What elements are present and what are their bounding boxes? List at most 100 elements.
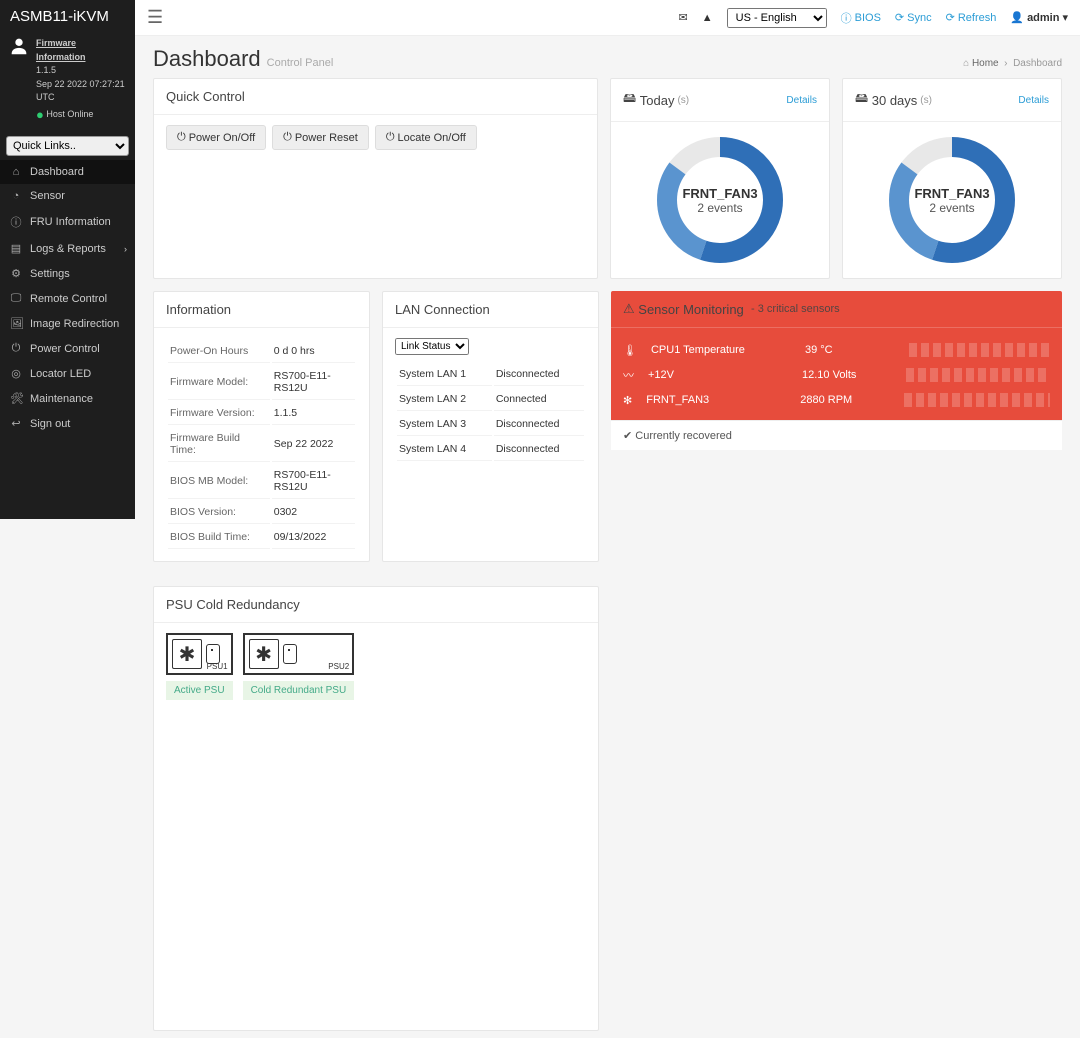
language-select[interactable]: US - English xyxy=(727,8,827,28)
sensor-name: +12V xyxy=(648,369,788,381)
recovered-bar: ✔ Currently recovered xyxy=(611,420,1062,450)
lan-name: System LAN 4 xyxy=(397,438,492,461)
sidebar-item-label: Maintenance xyxy=(30,393,93,405)
info-icon: ⓘ xyxy=(841,10,852,26)
content: Dashboard Control Panel ⌂ Home › Dashboa… xyxy=(135,36,1080,1038)
refresh-link[interactable]: ⟳Refresh xyxy=(946,11,997,24)
sidebar-item-maintenance[interactable]: 🛠 Maintenance xyxy=(0,386,135,411)
psu-body: ✱ PSU1 Active PSU ✱ PSU2 Cold Redundant … xyxy=(154,623,598,710)
lan-name: System LAN 3 xyxy=(397,413,492,436)
power-on-off-button[interactable]: ⏻Power On/Off xyxy=(166,125,266,150)
locate-on-off-button[interactable]: ⏻Locate On/Off xyxy=(375,125,477,150)
logs-&-reports-icon: ▤ xyxy=(10,242,22,255)
psu-unit: ✱ PSU2 Cold Redundant PSU xyxy=(243,633,355,700)
psu-title: PSU Cold Redundancy xyxy=(154,587,598,623)
30days-unit: (s) xyxy=(920,95,932,106)
alert-icon[interactable]: ▲ xyxy=(702,12,713,24)
sidebar-item-sign-out[interactable]: ↩Sign out xyxy=(0,411,135,436)
sidebar-item-label: Locator LED xyxy=(30,368,91,380)
locator-led-icon: ◎ xyxy=(10,367,22,380)
quicklinks: Quick Links.. xyxy=(6,136,129,156)
bios-link[interactable]: ⓘBIOS xyxy=(841,10,881,26)
sidebar-item-settings[interactable]: ⚙ Settings xyxy=(0,261,135,286)
sidebar-item-label: Remote Control xyxy=(30,293,107,305)
home-icon: ⌂ xyxy=(963,58,969,69)
firmware-info: Firmware Information 1.1.5 Sep 22 2022 0… xyxy=(0,33,135,132)
30days-center-value: 2 events xyxy=(929,201,974,215)
psu-badge: Cold Redundant PSU xyxy=(243,681,355,700)
sidebar-item-label: Image Redirection xyxy=(30,318,119,330)
socket-icon xyxy=(283,644,297,664)
fru-information-icon: ⓘ xyxy=(10,214,22,230)
30days-center-label: FRNT_FAN3 xyxy=(914,186,989,201)
mail-icon[interactable]: ✉ xyxy=(679,11,688,24)
check-icon: ✔ xyxy=(623,430,632,442)
breadcrumb-home[interactable]: Home xyxy=(972,58,999,69)
settings-icon: ⚙ xyxy=(10,267,22,280)
sidebar-item-dashboard[interactable]: ⌂Dashboard xyxy=(0,160,135,184)
today-donut: FRNT_FAN3 2 events xyxy=(650,130,790,270)
today-center-label: FRNT_FAN3 xyxy=(682,186,757,201)
lan-title: LAN Connection xyxy=(383,292,598,328)
table-row: BIOS Build Time:09/13/2022 xyxy=(168,526,355,549)
quicklinks-select[interactable]: Quick Links.. xyxy=(6,136,129,156)
table-row: Firmware Version:1.1.5 xyxy=(168,402,355,425)
quick-control-panel: Quick Control ⏻Power On/Off⏻Power Reset⏻… xyxy=(153,78,598,279)
sidebar-item-power-control[interactable]: ⏻Power Control xyxy=(0,336,135,361)
sidebar-item-fru-information[interactable]: ⓘFRU Information xyxy=(0,208,135,236)
psu-label: PSU2 xyxy=(328,662,349,671)
host-online-icon: ● xyxy=(36,107,44,122)
table-row: Power-On Hours0 d 0 hrs xyxy=(168,340,355,363)
information-title: Information xyxy=(154,292,369,328)
sensor-row: ✻ FRNT_FAN3 2880 RPM xyxy=(623,388,1050,412)
info-label: BIOS MB Model: xyxy=(168,464,270,499)
sign-out-icon: ↩ xyxy=(10,417,22,430)
sidebar-item-remote-control[interactable]: 🖵Remote Control xyxy=(0,286,135,311)
table-row: Firmware Build Time:Sep 22 2022 xyxy=(168,427,355,462)
drive-icon: 🖴 xyxy=(855,89,872,111)
hamburger-icon[interactable]: ☰ xyxy=(147,7,163,28)
today-details-link[interactable]: Details xyxy=(786,95,817,106)
sensor-row-icon: ✻ xyxy=(623,394,632,407)
firmware-date: Sep 22 2022 07:27:21 UTC xyxy=(36,79,125,103)
lan-name: System LAN 2 xyxy=(397,388,492,411)
caret-down-icon: ▾ xyxy=(1062,11,1068,24)
sync-link[interactable]: ⟳Sync xyxy=(895,11,932,24)
info-value: 09/13/2022 xyxy=(272,526,355,549)
info-label: Power-On Hours xyxy=(168,340,270,363)
fan-icon: ✱ xyxy=(172,639,202,669)
user-menu[interactable]: 👤 admin ▾ xyxy=(1010,11,1068,24)
power-icon: ⏻ xyxy=(283,131,292,144)
table-row: Firmware Model:RS700-E11-RS12U xyxy=(168,365,355,400)
today-center-value: 2 events xyxy=(697,201,742,215)
table-row: System LAN 2Connected xyxy=(397,388,584,411)
sidebar-item-sensor[interactable]: ◔Sensor xyxy=(0,184,135,208)
topbar: ☰ ✉ ▲ US - English ⓘBIOS ⟳Sync ⟳Refresh … xyxy=(135,0,1080,36)
maintenance-icon: 🛠 xyxy=(10,392,22,405)
sidebar-item-image-redirection[interactable]: 🖼 Image Redirection xyxy=(0,311,135,336)
sensor-value: 2880 RPM xyxy=(800,394,890,406)
power-icon: ⏻ xyxy=(386,131,395,144)
sidebar-item-label: Settings xyxy=(30,268,70,280)
sensor-row: 〰 +12V 12.10 Volts xyxy=(623,362,1050,388)
firmware-info-link[interactable]: Firmware Information xyxy=(36,38,86,62)
chevron-right-icon: › xyxy=(124,244,127,254)
lan-status-select[interactable]: Link Status xyxy=(395,338,469,355)
sparkline xyxy=(909,343,1050,357)
quick-control-body: ⏻Power On/Off⏻Power Reset⏻Locate On/Off xyxy=(154,115,597,160)
lan-table: System LAN 1DisconnectedSystem LAN 2Conn… xyxy=(395,361,586,463)
table-row: System LAN 4Disconnected xyxy=(397,438,584,461)
sidebar-item-locator-led[interactable]: ◎ Locator LED xyxy=(0,361,135,386)
psu-label: PSU1 xyxy=(207,662,228,671)
sensor-body: 🌡 CPU1 Temperature 39 °C 〰 +12V 12.10 Vo… xyxy=(611,328,1062,450)
image-redirection-icon: 🖼 xyxy=(10,317,22,330)
30days-details-link[interactable]: Details xyxy=(1018,95,1049,106)
lan-status: Disconnected xyxy=(494,413,584,436)
nav-menu: ⌂Dashboard◔SensorⓘFRU Information▤Logs &… xyxy=(0,160,135,436)
today-panel: 🖴 Today (s) Details FRNT_FAN3 xyxy=(610,78,830,279)
psu-panel: PSU Cold Redundancy ✱ PSU1 Active PSU ✱ … xyxy=(153,586,599,1031)
sidebar-item-logs-&-reports[interactable]: ▤Logs & Reports› xyxy=(0,236,135,261)
host-status: Host Online xyxy=(46,109,93,119)
power-reset-button[interactable]: ⏻Power Reset xyxy=(272,125,369,150)
sensor-panel: ⚠ Sensor Monitoring - 3 critical sensors… xyxy=(611,291,1062,450)
